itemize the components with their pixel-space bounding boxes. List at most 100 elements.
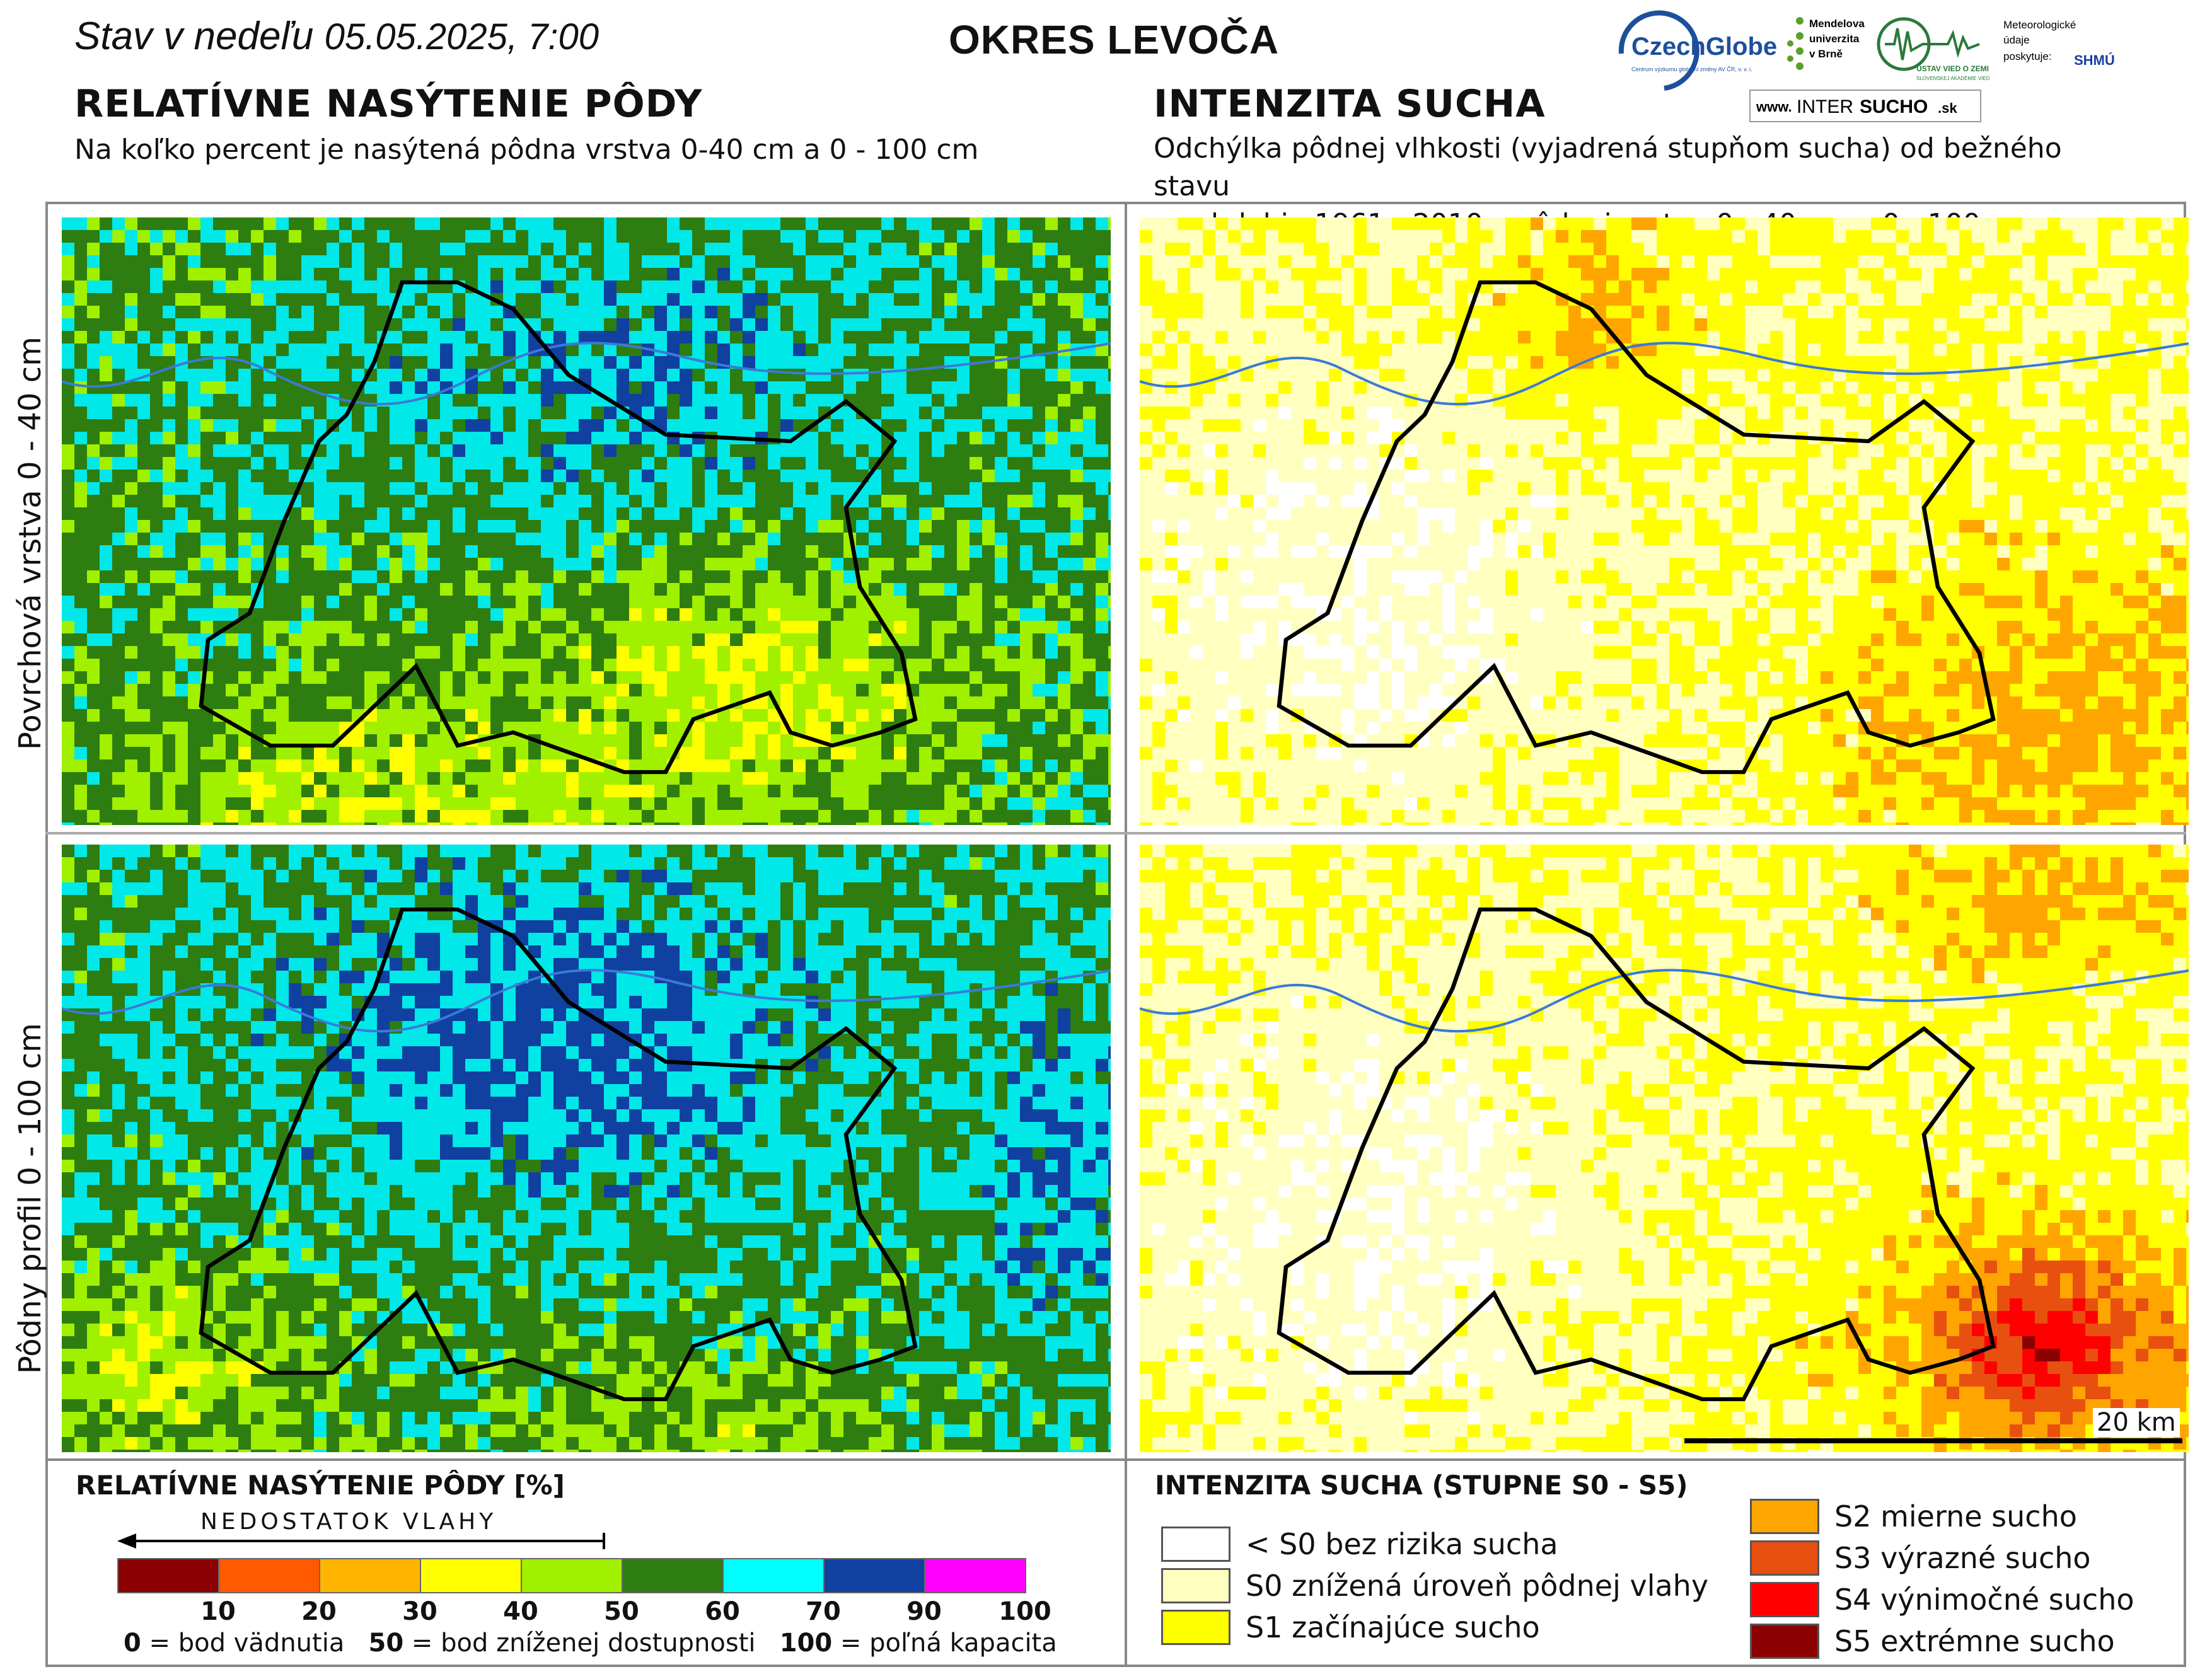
intersucho-inter: INTER: [1797, 96, 1853, 117]
river-line: [62, 969, 1111, 1033]
saturation-notes: 0 = bod vädnutia 50 = bod zníženej dostu…: [124, 1629, 1057, 1658]
color-bar-tick: 20: [301, 1597, 337, 1626]
note-50-value: 50: [368, 1629, 404, 1658]
legend-swatch: [1161, 1568, 1230, 1603]
district-border: [199, 280, 918, 775]
saturation-color-bar: [117, 1558, 1026, 1593]
note-100-text: = poľná kapacita: [832, 1629, 1057, 1658]
meteo-line-3: poskytuje:: [2003, 50, 2052, 62]
legend-label: S0 znížená úroveň pôdnej vlahy: [1246, 1569, 1709, 1603]
legend-swatch: [1750, 1582, 1819, 1617]
drought-legend-item: S3 výrazné sucho: [1750, 1540, 2091, 1576]
meteo-provider: Meteorologické údaje poskytuje: SHMÚ: [2003, 19, 2115, 68]
saturation-ticks: 10 20 30 40 50 60 70 90 100: [117, 1593, 1051, 1626]
district-border: [199, 907, 918, 1402]
color-bar-segment: [622, 1558, 724, 1593]
legend-swatch: [1750, 1624, 1819, 1659]
meteo-line-1: Meteorologické: [2003, 19, 2076, 31]
color-bar-tick: 10: [200, 1597, 236, 1626]
note-50-text: = bod zníženej dostupnosti: [403, 1629, 756, 1658]
color-bar-tick: 60: [705, 1597, 740, 1626]
color-bar-segment: [218, 1558, 320, 1593]
intersucho-sk: .sk: [1938, 100, 1957, 116]
drought-legend-title: INTENZITA SUCHA (STUPNE S0 - S5): [1155, 1470, 1688, 1501]
date-line: Stav v nedeľu 05.05.2025, 7:00: [74, 14, 599, 59]
district-border: [1277, 907, 1996, 1402]
arrow-left-icon: [117, 1533, 605, 1549]
ustav-sub: SLOVENSKEJ AKADÉMIE VIED: [1916, 76, 1990, 81]
note-0-text: = bod vädnutia: [141, 1629, 345, 1658]
row-label-profile: Pôdny profil 0 - 100 cm: [13, 1023, 48, 1374]
divider-middle: [45, 832, 2186, 834]
drought-title: INTENZITA SUCHA: [1154, 82, 1546, 126]
color-bar-segment: [420, 1558, 522, 1593]
drought-legend-item: S0 znížená úroveň pôdnej vlahy: [1161, 1568, 1708, 1603]
partner-logos: CzechGlobe Centrum výzkumu globální změn…: [1618, 10, 2115, 122]
color-bar-tick: 50: [604, 1597, 639, 1626]
drought-legend-item: S2 mierne sucho: [1750, 1499, 2077, 1534]
map-drought-topsoil: [1140, 217, 2189, 825]
date-value: 05.05.2025, 7:00: [324, 16, 599, 57]
legend-label: < S0 bez rizika sucha: [1246, 1527, 1558, 1561]
divider-vertical: [1125, 202, 1127, 1667]
mendelu-line-1: Mendelova: [1809, 18, 1865, 30]
color-bar-segment: [117, 1558, 219, 1593]
note-100-value: 100: [779, 1629, 833, 1658]
scale-bar: [1684, 1438, 2182, 1443]
intersucho-www: www.: [1756, 99, 1792, 115]
map-saturation-profile: [62, 845, 1111, 1452]
map-cells: [62, 845, 1111, 1452]
color-bar-tick: 70: [806, 1597, 841, 1626]
legend-swatch: [1161, 1610, 1230, 1645]
ustav-vied-o-zemi-logo: ÚSTAV VIED O ZEMI SLOVENSKEJ AKADÉMIE VI…: [1877, 17, 1990, 81]
saturation-title: RELATÍVNE NASÝTENIE PÔDY: [74, 82, 703, 126]
map-cells: [62, 217, 1111, 825]
legend-label: S2 mierne sucho: [1834, 1499, 2077, 1533]
river-line: [62, 342, 1111, 406]
mendelu-logo: Mendelova univerzita v Brně: [1787, 17, 1865, 70]
color-bar-tick: 90: [906, 1597, 942, 1626]
czechglobe-logo: CzechGlobe Centrum výzkumu globální změn…: [1618, 10, 1777, 91]
river-line: [1140, 969, 2189, 1033]
date-prefix: Stav v nedeľu: [74, 14, 314, 58]
color-bar-segment: [319, 1558, 421, 1593]
intersucho-logo: www. INTER SUCHO .sk: [1749, 89, 1981, 122]
legend-label: S3 výrazné sucho: [1834, 1541, 2091, 1575]
legend-label: S4 výnimočné sucho: [1834, 1583, 2134, 1617]
drought-legend-item: S1 začínajúce sucho: [1161, 1610, 1540, 1645]
scale-bar-label: 20 km: [2093, 1408, 2180, 1437]
color-bar-segment: [722, 1558, 825, 1593]
legend-swatch: [1161, 1527, 1230, 1562]
note-0-value: 0: [124, 1629, 141, 1658]
mendelu-line-2: univerzita: [1809, 33, 1860, 45]
saturation-legend-title: RELATÍVNE NASÝTENIE PÔDY [%]: [76, 1470, 565, 1501]
map-cells: [1140, 845, 2189, 1452]
drought-legend-item: S5 extrémne sucho: [1750, 1624, 2115, 1659]
ustav-name: ÚSTAV VIED O ZEMI: [1916, 64, 1989, 73]
color-bar-tick: 30: [402, 1597, 437, 1626]
river-line: [1140, 342, 2189, 406]
region-title: OKRES LEVOČA: [949, 17, 1280, 62]
district-border: [1277, 280, 1996, 775]
shmu-logo: SHMÚ: [2074, 52, 2115, 68]
meteo-line-2: údaje: [2003, 34, 2030, 46]
divider-legend: [45, 1458, 2186, 1461]
drought-legend-item: < S0 bez rizika sucha: [1161, 1527, 1558, 1562]
legend-swatch: [1750, 1540, 1819, 1576]
row-label-topsoil: Povrchová vrstva 0 - 40 cm: [13, 337, 48, 750]
color-bar-segment: [823, 1558, 925, 1593]
legend-swatch: [1750, 1499, 1819, 1534]
drought-legend-item: S4 výnimočné sucho: [1750, 1582, 2134, 1617]
color-bar-tick: 100: [999, 1597, 1051, 1626]
arrow-label: NEDOSTATOK VLAHY: [200, 1509, 497, 1535]
saturation-subtitle: Na koľko percent je nasýtená pôdna vrstv…: [74, 134, 979, 166]
color-bar-segment: [924, 1558, 1026, 1593]
color-bar-segment: [521, 1558, 623, 1593]
mendelu-line-3: v Brně: [1809, 48, 1843, 60]
drought-subtitle-line-1: Odchýlka pôdnej vlhkosti (vyjadrená stup…: [1154, 132, 2062, 202]
color-bar-tick: 40: [503, 1597, 538, 1626]
intersucho-sucho: SUCHO: [1860, 96, 1928, 117]
legend-label: S1 začínajúce sucho: [1246, 1610, 1540, 1644]
map-drought-profile: [1140, 845, 2189, 1452]
map-cells: [1140, 217, 2189, 825]
